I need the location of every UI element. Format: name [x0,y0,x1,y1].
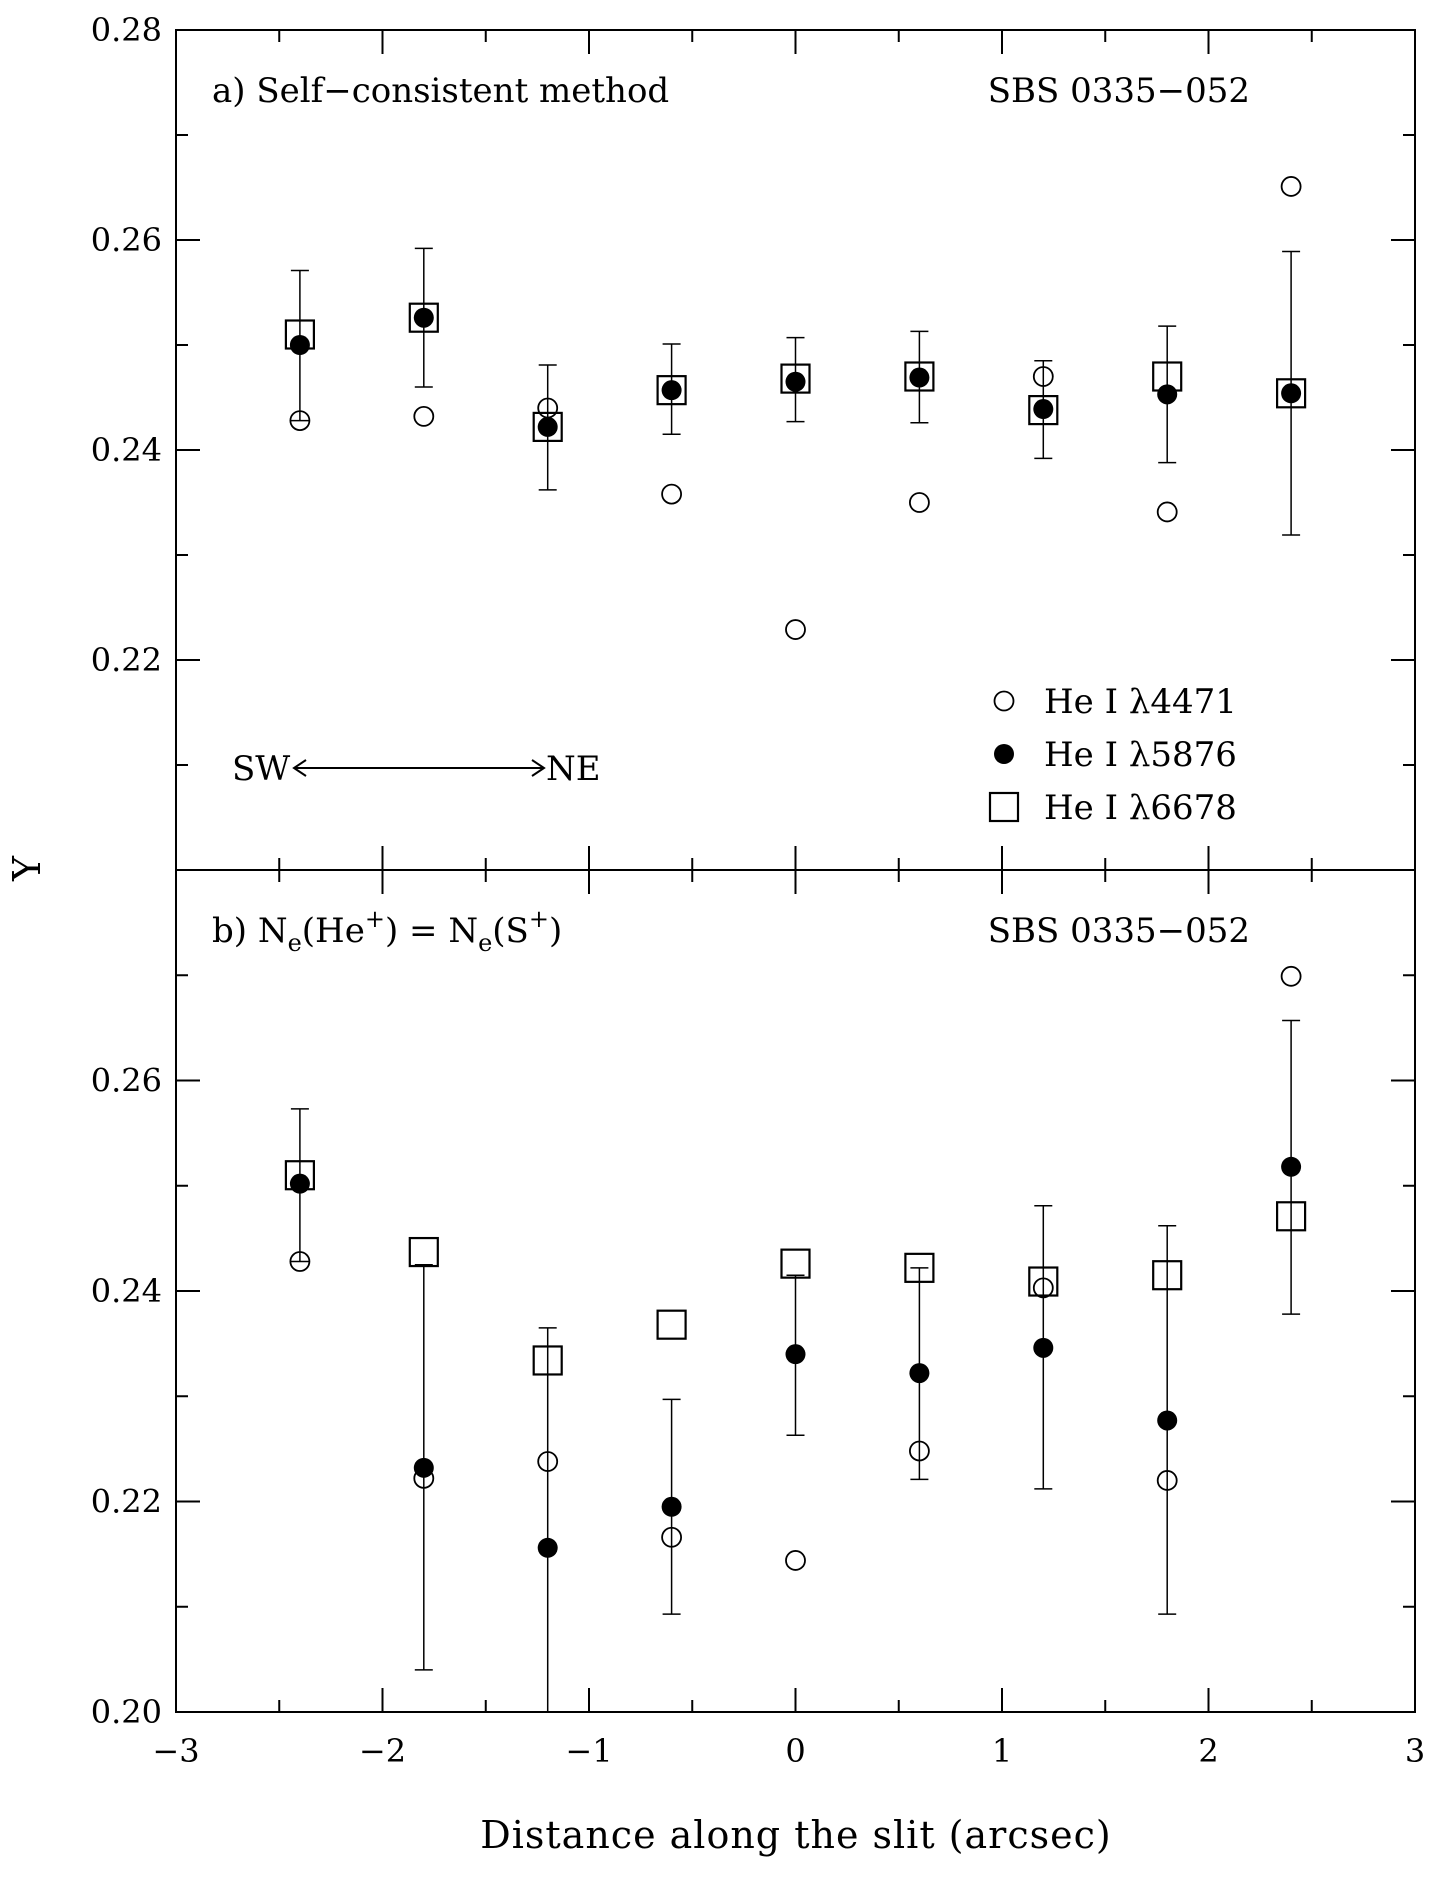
point-he5876 [909,1363,930,1384]
legend-marker-filled-circle [994,744,1014,764]
point-he4471 [1156,1470,1178,1491]
point-he5876 [537,416,558,437]
legend: He I λ4471 He I λ5876 He I λ6678 [988,682,1237,828]
point-he4471 [1280,965,1302,987]
x-tick-label: −2 [359,1732,406,1770]
point-he6678 [656,375,687,406]
point-he4471 [289,410,311,432]
point-he4471 [537,397,559,419]
point-he5876 [1281,383,1302,404]
point-he4471 [1032,1277,1054,1299]
point-he5876 [1281,1156,1302,1177]
x-tick-label: 3 [1405,1732,1425,1770]
point-he6678 [1275,378,1307,409]
point-he5876 [1033,399,1054,420]
y-tick-label: 0.26 [91,221,162,259]
point-he4471 [413,405,435,427]
direction-arrow-head-right [531,759,546,777]
point-he4471 [1280,176,1302,197]
object-label: SBS 0335−052 [988,71,1250,111]
y-tick-label: 0.28 [91,11,162,49]
panel-title-part: b) N [212,911,288,951]
panel-title-part: (S [492,911,529,951]
point-he6678 [780,363,811,394]
panel-title-part: e [288,929,302,957]
direction-label-sw: SW [232,749,290,789]
legend-label: He I λ5876 [1044,735,1237,775]
legend-label: He I λ6678 [1044,788,1237,828]
panel-title-part: (He [302,911,365,951]
x-tick-label: 2 [1198,1732,1218,1770]
point-he6678 [656,1309,687,1340]
y-tick-label: 0.20 [91,1693,162,1731]
point-he5876 [413,1457,434,1478]
point-he5876 [785,371,806,392]
x-tick-label: −1 [565,1732,612,1770]
point-he6678 [904,361,935,392]
panel-title-part: + [529,905,549,933]
panel-title-part: ) = N [385,911,478,951]
panel-title-part: ) [549,911,562,951]
point-he4471 [413,1467,435,1489]
point-he6678 [1152,1260,1183,1291]
x-axis-title: Distance along the slit (arcsec) [480,1813,1111,1857]
point-he5876 [1157,384,1178,405]
point-he5876 [1033,1337,1054,1358]
point-he5876 [1157,1410,1178,1431]
panel-b: 0.200.220.240.26b) Ne(He+) = Ne(S+) SBS 0… [91,869,1416,1731]
x-tick-label: −3 [152,1732,199,1770]
point-he4471 [909,1440,930,1462]
point-he4471 [661,483,682,505]
object-label: SBS 0335−052 [988,911,1250,951]
panel-title-part: + [365,905,385,933]
x-tick-label: 0 [785,1732,805,1770]
point-he5876 [661,380,682,401]
point-he4471 [1032,366,1054,387]
point-he6678 [1028,395,1059,426]
point-he6678 [780,1248,811,1279]
point-he5876 [909,367,930,388]
direction-arrow-head-left [292,759,307,777]
point-he5876 [289,1173,310,1194]
panel-title: a) Self−consistent method [212,71,669,111]
panel-title: b) Ne(He+) = Ne(S+) [212,905,562,957]
y-tick-label: 0.24 [91,1272,162,1310]
point-he4471 [909,492,930,513]
point-he5876 [661,1496,682,1517]
point-he4471 [785,619,806,640]
point-he6678 [408,1236,439,1268]
point-he4471 [785,1550,806,1571]
point-he6678 [1028,1266,1059,1297]
point-he4471 [661,1526,682,1548]
point-he6678 [904,1252,935,1283]
panel-title-part: e [478,929,492,957]
y-tick-label: 0.22 [91,1483,162,1521]
direction-label-ne: NE [546,749,601,789]
point-he5876 [537,1537,558,1558]
point-he6678 [532,411,563,442]
point-he6678 [408,302,439,333]
y-axis-title: Y [5,855,49,882]
legend-marker-open-circle [993,690,1015,712]
point-he5876 [785,1344,806,1365]
y-tick-label: 0.26 [91,1062,162,1100]
point-he5876 [413,307,434,328]
y-tick-label: 0.22 [91,641,162,679]
point-he4471 [289,1251,311,1272]
panel-a: 0.22 0.24 0.26 0.28 a) Self−consistent metho… [91,11,1416,871]
legend-label: He I λ4471 [1044,682,1237,722]
point-he6678 [532,1345,563,1376]
point-he5876 [289,335,310,355]
y-tick-label: 0.24 [91,431,162,469]
x-axis-tick-labels: −3 −2 −1 0 1 2 3 [152,1732,1425,1770]
point-he4471 [1156,501,1178,523]
legend-marker-open-square [988,791,1020,823]
x-tick-label: 1 [992,1732,1012,1770]
point-he6678 [1275,1201,1307,1232]
point-he4471 [537,1451,559,1472]
